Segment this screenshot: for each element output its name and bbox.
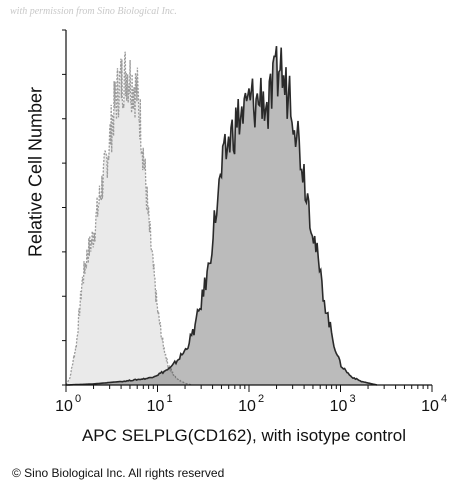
series-1-line <box>65 51 193 386</box>
x-tick-label-base: 10 <box>330 398 348 415</box>
series-2-line <box>66 46 378 386</box>
x-axis-label: APC SELPLG(CD162), with isotype control <box>81 426 407 445</box>
x-tick-label-exponent: 0 <box>75 393 81 405</box>
x-tick-label-exponent: 1 <box>167 393 173 405</box>
x-tick-label: 10 0 <box>55 393 81 415</box>
x-tick-label-base: 10 <box>147 398 165 415</box>
tick-labels-layer: 10 0 10 1 10 2 10 3 10 4 <box>55 393 447 415</box>
ticks-layer <box>62 29 433 392</box>
x-tick-label-exponent: 4 <box>441 393 447 405</box>
series-1-fill <box>66 51 193 386</box>
x-tick-label-base: 10 <box>421 398 439 415</box>
watermark-text: with permission from Sino Biological Inc… <box>10 6 177 17</box>
series-layer <box>65 46 378 386</box>
x-tick-label-exponent: 3 <box>350 393 356 405</box>
x-tick-label: 10 1 <box>147 393 173 415</box>
x-tick-label: 10 2 <box>238 393 264 415</box>
x-tick-label-exponent: 2 <box>258 393 264 405</box>
series-2-fill <box>66 46 377 385</box>
x-tick-label-base: 10 <box>55 398 73 415</box>
y-axis-label: Relative Cell Number <box>25 86 46 258</box>
copyright-text: © Sino Biological Inc. All rights reserv… <box>12 466 225 480</box>
x-tick-label: 10 4 <box>421 393 447 415</box>
x-tick-label-base: 10 <box>238 398 256 415</box>
x-tick-label: 10 3 <box>330 393 356 415</box>
